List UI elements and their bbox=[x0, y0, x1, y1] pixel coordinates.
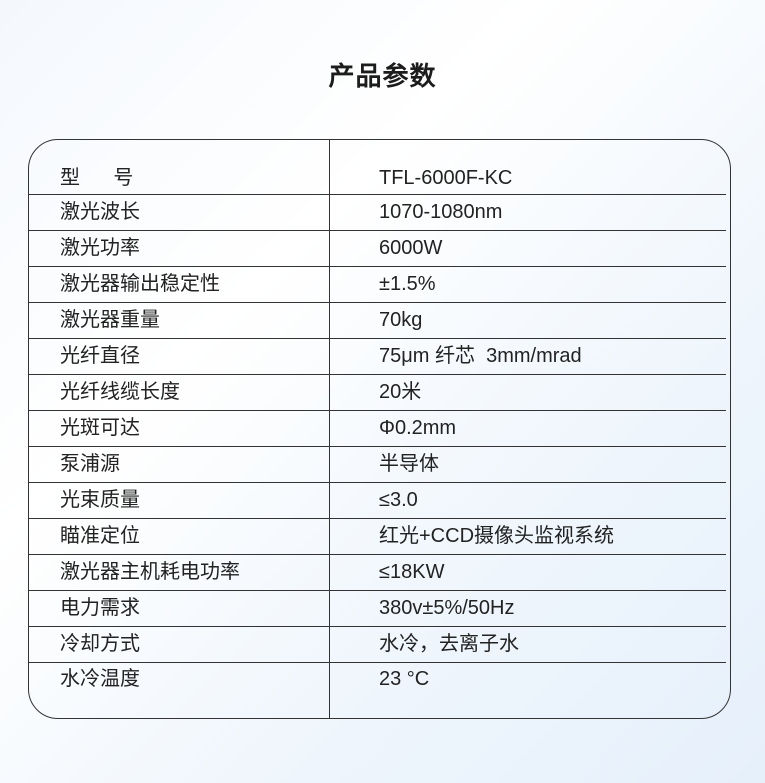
param-value: 70kg bbox=[379, 309, 423, 331]
table-row: 光纤直径 75μm 纤芯 3mm/mrad bbox=[29, 339, 726, 375]
spec-table: 型 号 TFL-6000F-KC 激光波长 1070-1080nm 激光功率 6000W 激… bbox=[28, 139, 731, 719]
table-row: 光纤线缆长度 20米 bbox=[29, 375, 726, 411]
table-row: 电力需求 380v±5%/50Hz bbox=[29, 591, 726, 627]
table-row: 泵浦源 半导体 bbox=[29, 447, 726, 483]
param-value: 半导体 bbox=[379, 453, 439, 475]
param-value: 1070-1080nm bbox=[379, 201, 503, 223]
param-value: 水冷，去离子水 bbox=[379, 633, 519, 655]
param-name: 光斑可达 bbox=[60, 417, 140, 439]
table-row: 光斑可达 Φ0.2mm bbox=[29, 411, 726, 447]
param-value: 75μm 纤芯 3mm/mrad bbox=[379, 345, 582, 367]
param-value: Φ0.2mm bbox=[379, 417, 457, 439]
param-name: 激光器重量 bbox=[60, 309, 160, 331]
param-name: 型 号 bbox=[60, 167, 134, 189]
table-row: 激光器重量 70kg bbox=[29, 303, 726, 339]
param-value: ≤18KW bbox=[379, 561, 445, 583]
param-value: 6000W bbox=[379, 237, 443, 259]
param-name: 泵浦源 bbox=[60, 453, 120, 475]
table-row: 光束质量 ≤3.0 bbox=[29, 483, 726, 519]
param-name: 水冷温度 bbox=[60, 668, 140, 690]
param-value: 红光+CCD摄像头监视系统 bbox=[379, 525, 615, 547]
table-row: 激光器主机耗电功率 ≤18KW bbox=[29, 555, 726, 591]
param-name: 瞄准定位 bbox=[60, 525, 140, 547]
table-row: 瞄准定位 红光+CCD摄像头监视系统 bbox=[29, 519, 726, 555]
param-name: 激光波长 bbox=[60, 201, 140, 223]
param-name: 激光功率 bbox=[60, 237, 140, 259]
param-name: 电力需求 bbox=[60, 597, 140, 619]
table-row: 水冷温度 23 °C bbox=[29, 663, 726, 718]
param-name: 光纤直径 bbox=[60, 345, 140, 367]
table-row: 激光波长 1070-1080nm bbox=[29, 195, 726, 231]
table-row: 激光器输出稳定性 ±1.5% bbox=[29, 267, 726, 303]
column-divider bbox=[329, 140, 330, 718]
table-row: 激光功率 6000W bbox=[29, 231, 726, 267]
param-value: ±1.5% bbox=[379, 273, 436, 295]
param-value: TFL-6000F-KC bbox=[379, 167, 513, 189]
param-value: ≤3.0 bbox=[379, 489, 418, 511]
param-value: 20米 bbox=[379, 381, 422, 403]
page-title: 产品参数 bbox=[328, 61, 437, 91]
param-value: 380v±5%/50Hz bbox=[379, 597, 515, 619]
param-name: 冷却方式 bbox=[60, 633, 140, 655]
table-row: 冷却方式 水冷，去离子水 bbox=[29, 627, 726, 663]
param-name: 光束质量 bbox=[60, 489, 140, 511]
table-row: 型 号 TFL-6000F-KC bbox=[29, 140, 726, 195]
param-value: 23 °C bbox=[379, 668, 430, 690]
param-name: 激光器主机耗电功率 bbox=[60, 561, 240, 583]
param-name: 光纤线缆长度 bbox=[60, 381, 180, 403]
param-name: 激光器输出稳定性 bbox=[60, 273, 220, 295]
